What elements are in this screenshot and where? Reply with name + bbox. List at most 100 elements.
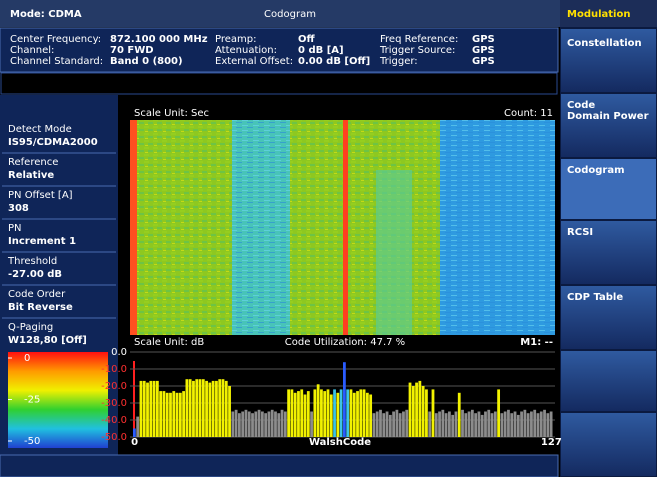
bar: [313, 389, 317, 437]
bar: [205, 380, 208, 437]
info-value: Off: [298, 34, 316, 45]
bar: [539, 411, 543, 437]
bar: [320, 389, 323, 437]
bar: [198, 379, 202, 437]
bar: [267, 411, 271, 437]
bar: [451, 414, 455, 437]
bar: [169, 392, 172, 437]
bar: [467, 411, 471, 437]
bar: [303, 394, 307, 437]
param-label: Detect Mode: [8, 124, 72, 135]
bar: [297, 391, 300, 437]
bar: [257, 409, 261, 437]
bar: [178, 392, 182, 437]
x-axis-label: WalshCode: [309, 437, 371, 448]
softkey[interactable]: [561, 286, 656, 349]
bar: [513, 411, 517, 437]
bar: [162, 391, 166, 437]
info-value: 70 FWD: [110, 45, 154, 56]
colorbar-label: -50: [24, 436, 40, 447]
bar: [228, 386, 231, 437]
bar: [290, 389, 294, 437]
y-tick-label: -50.0: [101, 432, 127, 443]
bar: [323, 391, 327, 437]
param-label: PN Offset [A]: [8, 190, 73, 201]
x-tick-label: 0: [131, 437, 138, 448]
bar: [431, 389, 435, 437]
bar: [260, 411, 264, 437]
softkey[interactable]: [561, 351, 656, 411]
param-label: PN: [8, 223, 22, 234]
bar: [530, 411, 533, 437]
bar: [477, 411, 481, 437]
bar: [336, 392, 340, 437]
bar: [487, 409, 491, 437]
x-tick-label: 127: [541, 437, 562, 448]
bar: [510, 413, 514, 437]
bar: [218, 379, 222, 437]
bar: [293, 392, 297, 437]
softkey[interactable]: [561, 413, 656, 476]
bar: [146, 382, 149, 437]
bar: [139, 380, 143, 437]
bar: [356, 391, 359, 437]
bar: [326, 389, 330, 437]
bar: [372, 413, 376, 437]
info-value: 872.100 000 MHz: [110, 34, 208, 45]
param-value: 308: [8, 203, 29, 214]
softkey[interactable]: [561, 221, 656, 284]
param-value: IS95/CDMA2000: [8, 137, 98, 148]
bar: [155, 380, 159, 437]
bar: [470, 409, 474, 437]
bar: [543, 409, 546, 437]
param-value: Bit Reverse: [8, 302, 73, 313]
info-label: Channel Standard:: [10, 56, 103, 67]
softkey-header: [560, 0, 657, 27]
bar: [395, 409, 399, 437]
bar: [480, 414, 484, 437]
bar: [244, 409, 248, 437]
info-value: GPS: [472, 45, 495, 56]
bar: [234, 409, 238, 437]
bar: [264, 413, 268, 437]
info-label: Trigger:: [379, 56, 418, 67]
bar: [408, 382, 412, 437]
count: Count: 11: [504, 108, 553, 119]
bar: [549, 411, 553, 437]
bar: [333, 389, 336, 437]
info-label: Trigger Source:: [379, 45, 455, 56]
bar: [133, 428, 136, 437]
bar: [448, 411, 451, 437]
param-value: Increment 1: [8, 236, 76, 247]
screen-title: Codogram: [264, 9, 316, 20]
bar: [149, 380, 153, 437]
softkey-active[interactable]: [561, 159, 656, 219]
bar: [438, 411, 441, 437]
bar: [352, 392, 356, 437]
bar: [201, 379, 205, 437]
bar: [520, 411, 523, 437]
bar: [306, 391, 310, 437]
scale-unit: Scale Unit: Sec: [134, 108, 209, 119]
info-label: Freq Reference:: [380, 34, 458, 45]
codogram: [130, 120, 555, 335]
bar: [507, 409, 510, 437]
bar: [405, 409, 409, 437]
softkey-label: Constellation: [567, 38, 642, 49]
bar: [329, 394, 333, 437]
bar: [365, 392, 369, 437]
y-tick-label: -10.0: [101, 364, 127, 375]
softkey[interactable]: [561, 29, 656, 92]
marker-readout: M1: --: [520, 337, 553, 348]
bar: [346, 389, 350, 437]
bar: [287, 389, 291, 437]
bar: [369, 394, 373, 437]
bar: [497, 389, 501, 437]
info-label: Channel:: [10, 45, 54, 56]
bar: [490, 413, 494, 437]
softkey[interactable]: [561, 94, 656, 157]
param-label: Code Order: [8, 289, 66, 300]
bar: [546, 413, 550, 437]
bar: [392, 411, 396, 437]
